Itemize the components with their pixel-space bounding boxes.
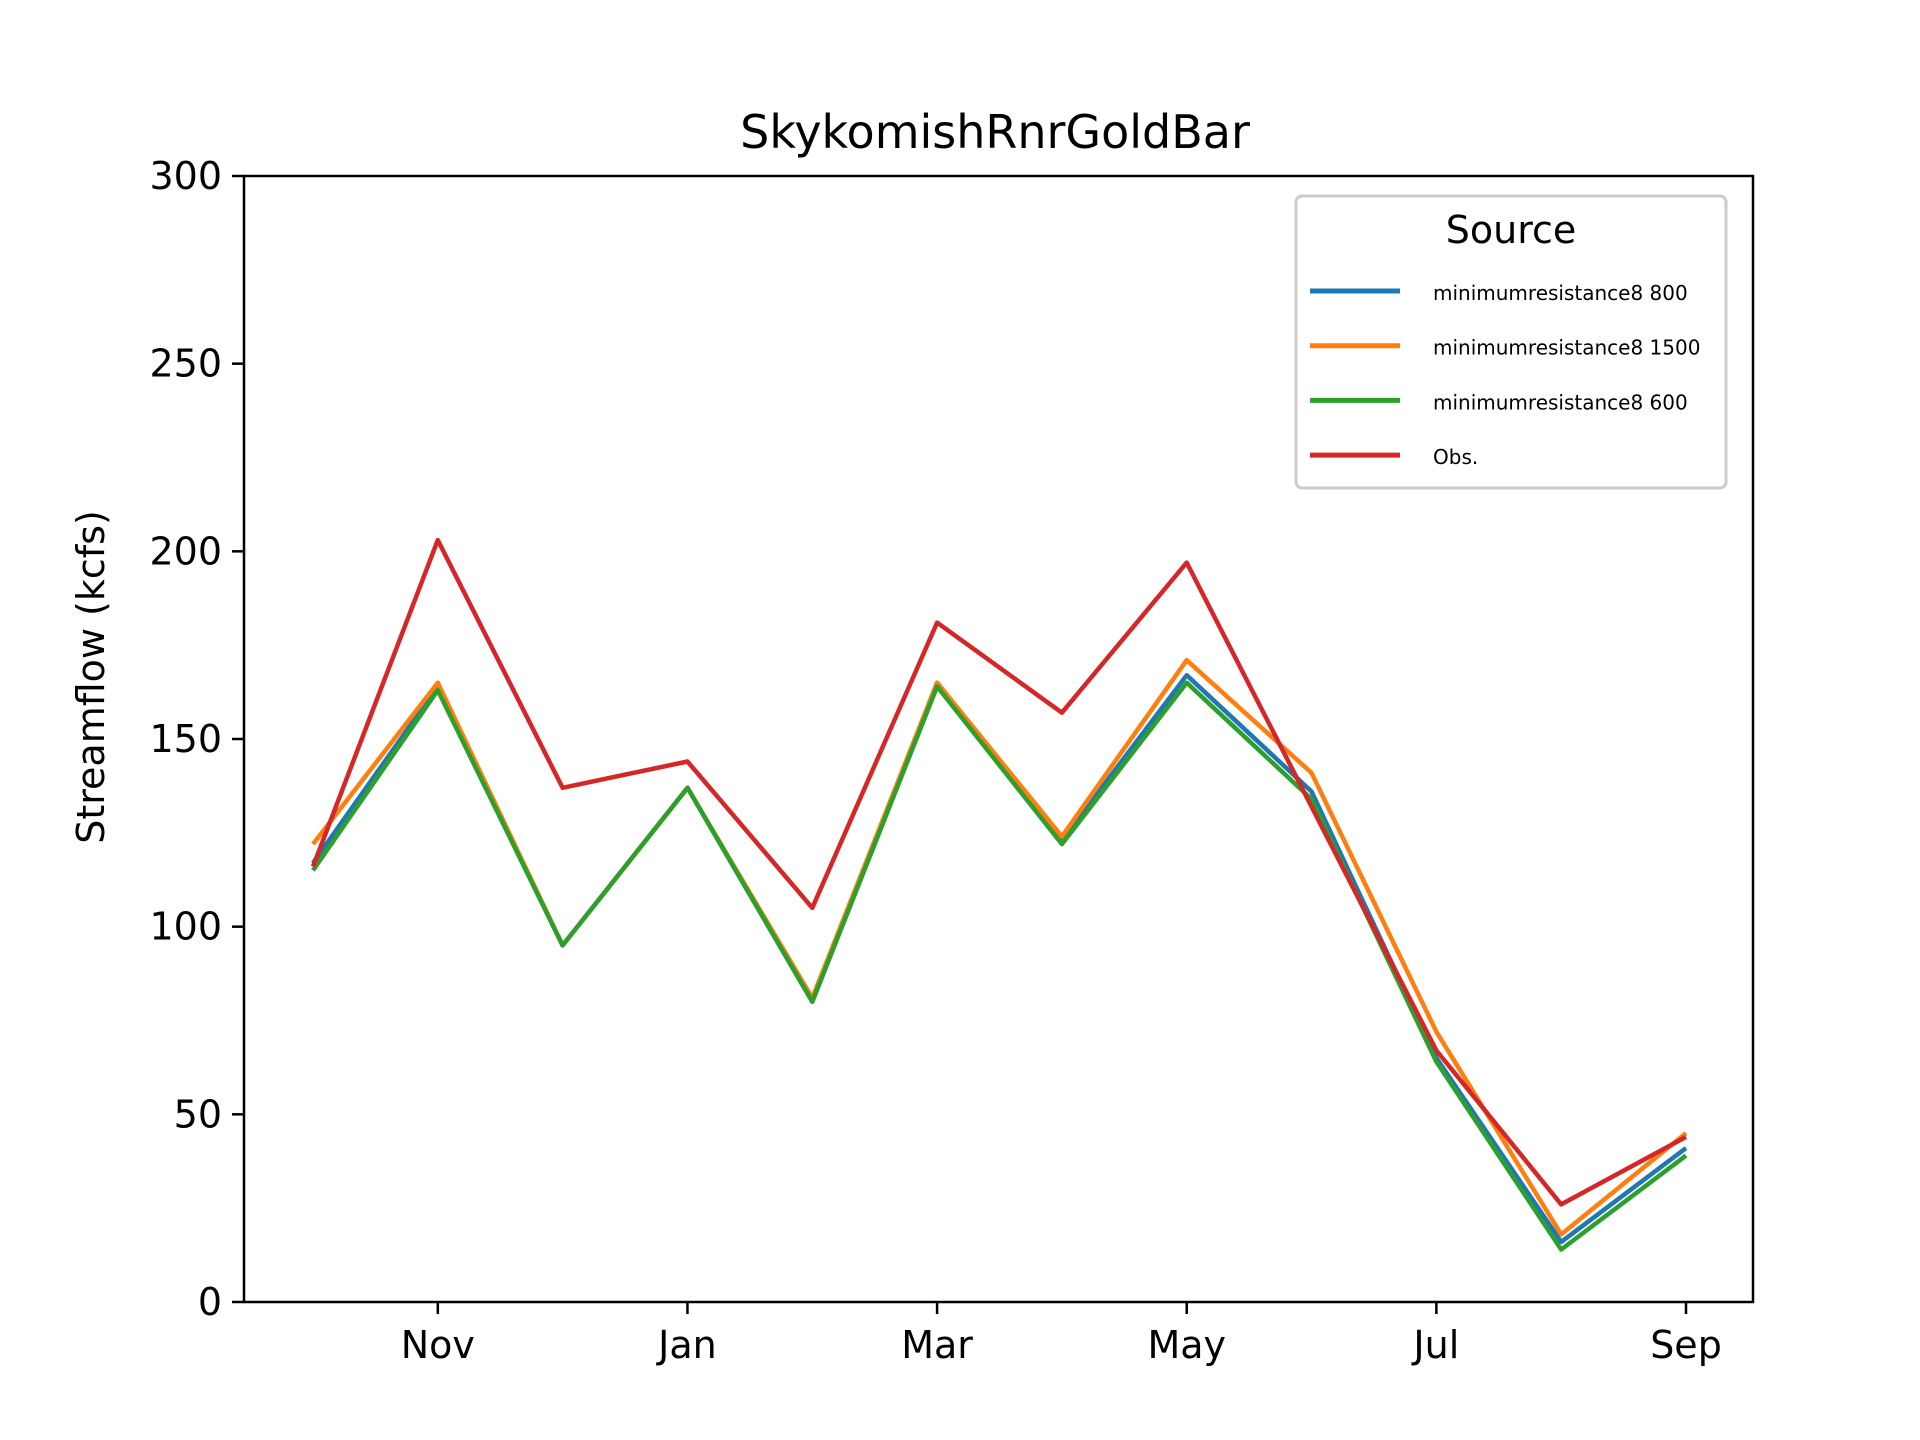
- y-tick-label: 300: [149, 154, 222, 198]
- chart-title: SkykomishRnrGoldBar: [740, 105, 1250, 159]
- legend-label-2: minimumresistance8 600: [1433, 390, 1688, 414]
- x-tick-label: May: [1147, 1323, 1226, 1367]
- y-tick-label: 100: [149, 905, 222, 949]
- series-line-1: [311, 657, 1688, 1237]
- x-tick-label: Jul: [1411, 1323, 1459, 1367]
- y-tick-label: 0: [198, 1280, 222, 1324]
- series-line-3: [310, 537, 1688, 1207]
- x-tick-label: Nov: [401, 1323, 475, 1367]
- y-tick-label: 150: [149, 717, 222, 761]
- y-tick-label: 200: [149, 529, 222, 573]
- x-tick-label: Sep: [1650, 1323, 1722, 1367]
- y-tick-label: 50: [174, 1092, 222, 1136]
- x-tick-label: Mar: [901, 1323, 973, 1367]
- y-axis-label: Streamflow (kcfs): [69, 510, 113, 844]
- legend-label-0: minimumresistance8 800: [1433, 281, 1688, 305]
- legend-title: Source: [1446, 208, 1577, 252]
- series-line-2: [311, 680, 1688, 1252]
- axes-layer: 0 50 100 150 200 250 300 Nov Jan Mar May Jul Sep: [149, 154, 1755, 1367]
- legend-label-1: minimumresistance8 1500: [1433, 336, 1700, 360]
- legend: Source minimumresistance8 800 minimumresi…: [1294, 194, 1728, 490]
- x-tick-label: Jan: [656, 1323, 717, 1367]
- legend-label-3: Obs.: [1433, 445, 1478, 469]
- series-layer: [310, 537, 1688, 1252]
- y-tick-label: 250: [149, 342, 222, 386]
- legend-frame: [1294, 194, 1728, 490]
